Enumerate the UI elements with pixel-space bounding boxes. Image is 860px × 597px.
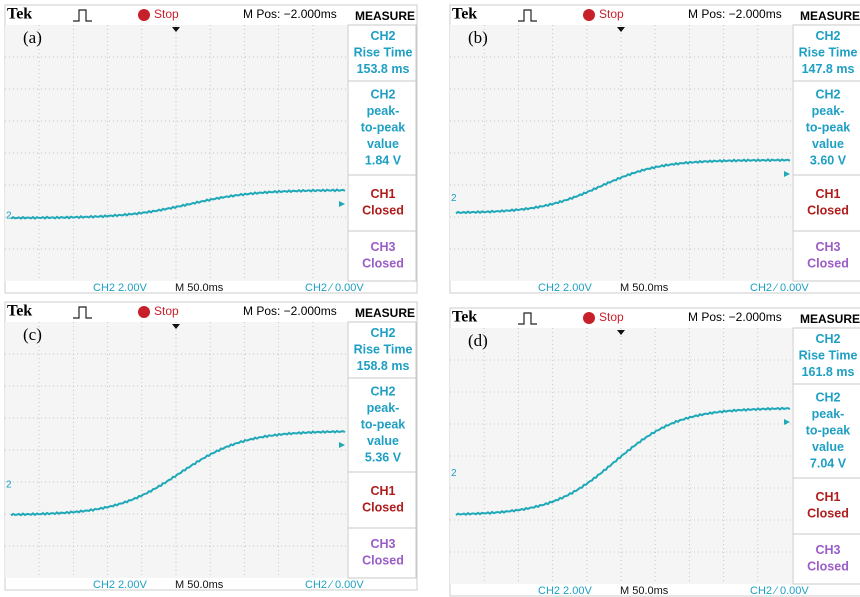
measure-line: 3.60 V	[810, 153, 847, 167]
measure-title: MEASURE	[800, 9, 860, 23]
footer-label: CH2 2.00V	[93, 579, 147, 591]
measure-line: CH1	[370, 187, 395, 201]
measure-line: Rise Time	[799, 45, 858, 59]
measure-line: value	[812, 440, 844, 454]
measure-line: 158.8 ms	[357, 359, 410, 373]
measure-line: peak-	[812, 104, 845, 118]
measure-line: value	[367, 434, 399, 448]
measure-line: Closed	[807, 560, 849, 574]
footer-label: M 50.0ms	[175, 282, 224, 294]
measure-line: CH2	[370, 384, 395, 398]
footer-label: CH2 2.00V	[538, 585, 592, 597]
measure-line: Closed	[362, 501, 404, 515]
measure-line: CH1	[815, 187, 840, 201]
measure-line: Closed	[362, 554, 404, 568]
brand: Tek	[7, 303, 32, 320]
measure-line: CH2	[370, 29, 395, 43]
figure: Tek Stop M Pos: −2.000ms MEASURE (a) 2 CH2 Rise…	[0, 0, 860, 597]
brand: Tek	[452, 6, 477, 23]
measure-line: 161.8 ms	[802, 365, 855, 379]
footer-label: CH2 ∕ 0.00V	[305, 282, 364, 294]
scope-panel: Tek Stop M Pos: −2.000ms MEASURE (b) 2 CH2 Rise…	[450, 5, 860, 294]
measure-line: peak-	[367, 104, 400, 118]
measure-line: CH1	[815, 490, 840, 504]
measure-line: value	[367, 137, 399, 151]
measure-title: MEASURE	[355, 9, 415, 23]
measure-line: 1.84 V	[365, 153, 402, 167]
panel-label: (a)	[23, 28, 42, 47]
measure-line: Rise Time	[354, 342, 413, 356]
measure-title: MEASURE	[355, 306, 415, 320]
channel-marker: 2	[451, 468, 457, 479]
scope-panel: Tek Stop M Pos: −2.000ms MEASURE (c) 2 CH2 Rise…	[5, 302, 417, 591]
measure-line: Closed	[362, 257, 404, 271]
measure-line: Rise Time	[354, 45, 413, 59]
measure-line: CH2	[370, 87, 395, 101]
measure-line: CH3	[815, 240, 840, 254]
footer-label: CH2 ∕ 0.00V	[305, 579, 364, 591]
measure-line: Closed	[807, 204, 849, 218]
m-pos: M Pos: −2.000ms	[243, 304, 337, 318]
panel-label: (d)	[468, 331, 488, 350]
status: Stop	[154, 7, 179, 21]
measure-line: Closed	[362, 204, 404, 218]
stop-dot	[138, 9, 150, 21]
measure-line: Closed	[807, 257, 849, 271]
footer-label: M 50.0ms	[175, 579, 224, 591]
footer-label: CH2 2.00V	[538, 282, 592, 294]
measure-line: CH2	[370, 326, 395, 340]
measure-line: to-peak	[361, 417, 406, 431]
stop-dot	[138, 306, 150, 318]
measure-line: to-peak	[806, 423, 851, 437]
footer-label: CH2 ∕ 0.00V	[750, 282, 809, 294]
scope-panel: Tek Stop M Pos: −2.000ms MEASURE (a) 2 CH2 Rise…	[5, 5, 417, 294]
scope-panel: Tek Stop M Pos: −2.000ms MEASURE (d) 2 CH2 Rise…	[450, 308, 860, 597]
measure-line: CH1	[370, 484, 395, 498]
measure-line: Closed	[807, 507, 849, 521]
measure-line: CH2	[815, 332, 840, 346]
brand: Tek	[452, 309, 477, 326]
status: Stop	[154, 304, 179, 318]
status: Stop	[599, 310, 624, 324]
brand: Tek	[7, 6, 32, 23]
measure-line: peak-	[367, 401, 400, 415]
stop-dot	[583, 9, 595, 21]
measure-line: CH3	[370, 240, 395, 254]
footer-label: M 50.0ms	[620, 282, 669, 294]
channel-marker: 2	[6, 480, 12, 491]
measure-line: Rise Time	[799, 348, 858, 362]
panel-label: (c)	[23, 325, 42, 344]
measure-line: 147.8 ms	[802, 62, 855, 76]
measure-line: 5.36 V	[365, 450, 402, 464]
panel-label: (b)	[468, 28, 488, 47]
m-pos: M Pos: −2.000ms	[688, 7, 782, 21]
footer-label: CH2 2.00V	[93, 282, 147, 294]
channel-marker: 2	[6, 211, 12, 222]
stop-dot	[583, 312, 595, 324]
m-pos: M Pos: −2.000ms	[688, 310, 782, 324]
measure-line: CH2	[815, 390, 840, 404]
measure-line: CH2	[815, 29, 840, 43]
footer-label: M 50.0ms	[620, 585, 669, 597]
footer-label: CH2 ∕ 0.00V	[750, 585, 809, 597]
measure-line: CH3	[815, 543, 840, 557]
measure-line: 153.8 ms	[357, 62, 410, 76]
measure-title: MEASURE	[800, 312, 860, 326]
measure-line: CH3	[370, 537, 395, 551]
measure-line: to-peak	[806, 120, 851, 134]
status: Stop	[599, 7, 624, 21]
measure-line: CH2	[815, 87, 840, 101]
channel-marker: 2	[451, 193, 457, 204]
measure-line: value	[812, 137, 844, 151]
measure-line: to-peak	[361, 120, 406, 134]
measure-line: peak-	[812, 407, 845, 421]
m-pos: M Pos: −2.000ms	[243, 7, 337, 21]
measure-line: 7.04 V	[810, 456, 847, 470]
